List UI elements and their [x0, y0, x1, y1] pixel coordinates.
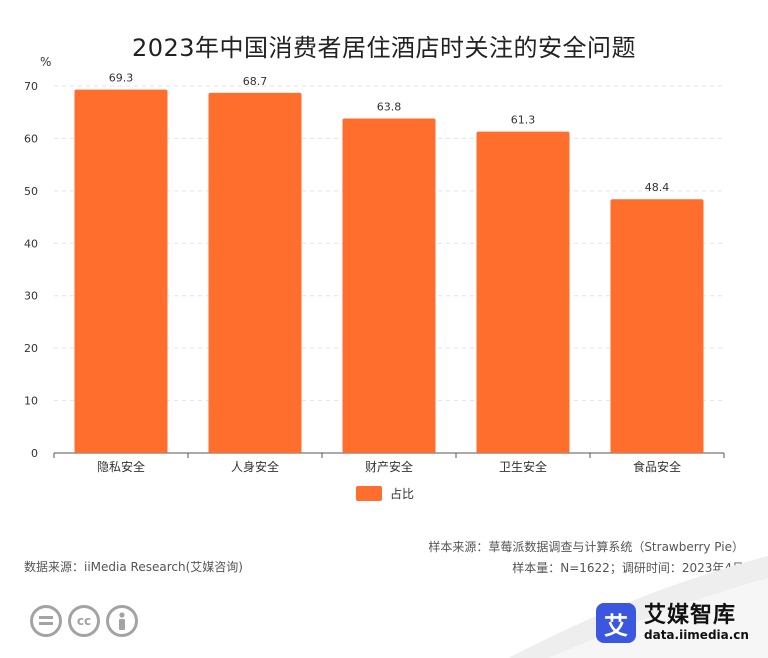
legend-swatch	[356, 486, 382, 501]
data-label: 48.4	[645, 181, 670, 194]
y-axis-unit: %	[40, 55, 51, 69]
chart-title: 2023年中国消费者居住酒店时关注的安全问题	[131, 34, 637, 62]
y-tick-label: 30	[24, 290, 38, 303]
license-icons: cc	[30, 605, 138, 637]
bar	[74, 89, 168, 454]
x-tick-label: 人身安全	[231, 459, 279, 474]
sample-info: 样本量：N=1622；调研时间：2023年4月	[512, 561, 744, 575]
cc-icon: cc	[68, 605, 100, 637]
x-tick-label: 财产安全	[365, 459, 413, 474]
y-tick-label: 20	[24, 342, 38, 355]
y-tick-label: 0	[31, 447, 38, 460]
brand: 艾 艾媒智库 data.iimedia.cn	[596, 603, 749, 643]
data-label: 69.3	[109, 72, 134, 85]
sample-notes: 样本来源：草莓派数据调查与计算系统（Strawberry Pie） 样本量：N=…	[428, 537, 744, 579]
x-tick-label: 食品安全	[633, 459, 681, 474]
brand-logo-icon: 艾	[596, 603, 636, 643]
y-tick-label: 10	[24, 395, 38, 408]
data-source: 数据来源：iiMedia Research(艾媒咨询)	[24, 560, 243, 574]
data-label: 68.7	[243, 75, 268, 88]
cc-person-icon	[106, 605, 138, 637]
cc-equal-icon	[30, 605, 62, 637]
bar	[208, 92, 302, 454]
x-tick-label: 隐私安全	[97, 459, 145, 474]
y-tick-label: 50	[24, 185, 38, 198]
data-label: 63.8	[377, 101, 402, 114]
legend-label: 占比	[390, 487, 415, 501]
bar	[476, 131, 570, 453]
sample-source: 样本来源：草莓派数据调查与计算系统（Strawberry Pie）	[428, 540, 744, 554]
y-tick-label: 70	[24, 80, 38, 93]
y-tick-label: 60	[24, 132, 38, 145]
bar	[342, 118, 436, 454]
brand-url: data.iimedia.cn	[644, 627, 749, 642]
y-tick-label: 40	[24, 237, 38, 250]
x-tick-label: 卫生安全	[499, 459, 547, 474]
data-label: 61.3	[511, 114, 536, 127]
legend[interactable]: 占比	[356, 485, 414, 502]
bar	[610, 199, 704, 453]
bar-chart: % 0 10 20 30 40 50 60 70 69.3 隐私安全 68.7 人身安全 63.8 财产安全…	[24, 55, 725, 474]
brand-name: 艾媒智库	[644, 603, 737, 629]
